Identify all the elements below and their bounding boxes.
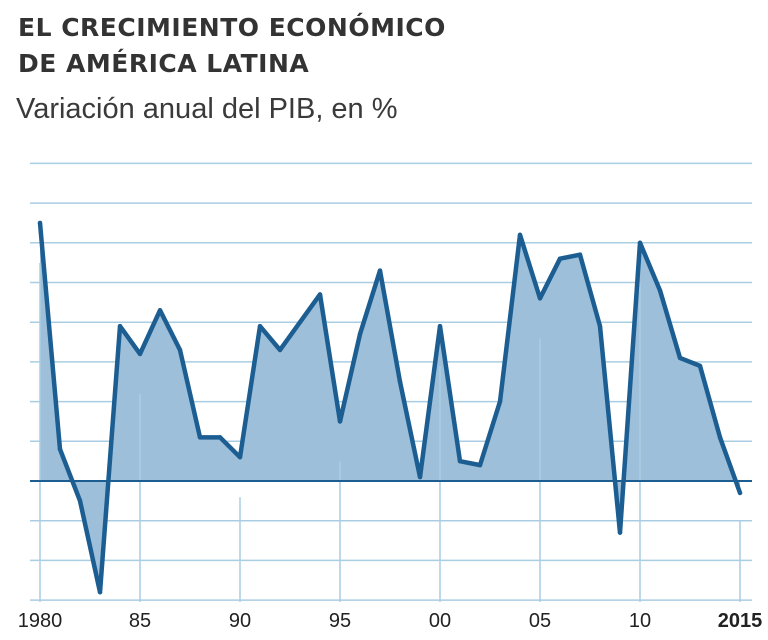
data-point [257,323,263,329]
data-point [517,232,523,238]
data-point [597,323,603,329]
data-point [457,458,463,464]
data-point [697,363,703,369]
data-point [437,323,443,329]
data-point [317,292,323,297]
data-point [737,490,743,496]
data-point [57,447,63,452]
data-point [577,252,583,257]
data-point [297,320,303,325]
data-point [657,288,663,293]
area-fill [40,222,740,593]
x-tick-label: 95 [329,610,351,632]
data-point [617,530,623,535]
data-point [117,323,123,329]
x-tick-label: 00 [429,610,451,632]
data-point [217,435,223,440]
x-tick-label: 05 [529,610,551,632]
data-point [337,419,343,424]
data-point [537,296,543,301]
data-point [157,308,163,313]
data-point [497,399,503,404]
data-point [137,351,143,357]
data-point [717,435,723,440]
data-point [477,462,483,468]
data-point [677,355,683,361]
chart-title: EL CRECIMIENTO ECONÓMICO DE AMÉRICA LATI… [18,10,446,82]
data-point [37,220,43,226]
data-point [357,331,363,337]
x-tick-label: 10 [629,610,651,632]
x-tick-label: 1980 [18,610,63,632]
title-line-1: EL CRECIMIENTO ECONÓMICO [18,13,446,42]
x-tick-label: 2015 [718,610,763,632]
data-point [397,379,403,384]
chart-subtitle: Variación anual del PIB, en % [16,93,398,125]
data-point [237,454,243,460]
title-line-2: DE AMÉRICA LATINA [18,49,310,78]
data-point [637,240,643,245]
data-point [557,256,563,261]
data-point [277,347,283,353]
data-point [417,474,423,480]
x-tick-label: 85 [129,610,151,632]
series-line [37,220,743,595]
data-point [177,347,183,353]
x-tick-label: 90 [229,610,251,632]
data-point [97,589,103,595]
data-point [197,435,203,440]
data-point [377,268,383,273]
data-point [77,498,83,504]
